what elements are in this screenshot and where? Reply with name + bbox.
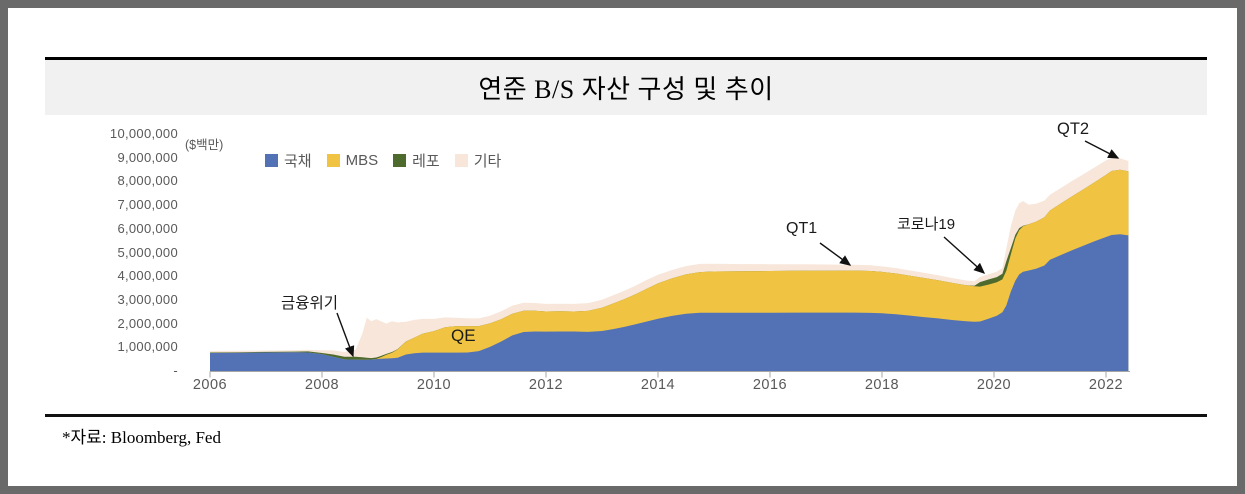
annotation-qe: QE [451, 326, 476, 345]
legend-label: MBS [345, 152, 379, 169]
annotation-qt2: QT2 [1057, 120, 1090, 138]
legend-label: 국채 [284, 153, 312, 170]
annotation-covid19: 코로나19 [897, 216, 956, 233]
footer-divider-rule [45, 414, 1207, 417]
x-axis-label: 2014 [640, 377, 676, 393]
source-note: *자료: Bloomberg, Fed [62, 428, 221, 447]
legend-item-repo: 레포 [393, 150, 440, 171]
legend-label: 레포 [412, 153, 440, 170]
arrow-financial-crisis-icon [336, 312, 355, 358]
y-axis-label: 2,000,000 [117, 315, 178, 331]
y-axis-unit-label: ($백만) [185, 138, 224, 152]
x-axis-label: 2008 [304, 377, 340, 393]
y-axis-label: 10,000,000 [109, 126, 178, 141]
area-series-treasury [210, 234, 1129, 371]
chart-title: 연준 B/S 자산 구성 및 추이 [478, 75, 774, 104]
x-axis-label: 2016 [752, 377, 788, 393]
legend-swatch-treasury [265, 154, 278, 167]
x-axis-label: 2020 [976, 377, 1012, 393]
y-axis-label: 1,000,000 [117, 339, 178, 355]
y-axis-label: - [173, 363, 178, 378]
plot-area [200, 128, 1140, 386]
arrow-qt1-icon [819, 242, 852, 266]
legend-item-treasury: 국채 [265, 150, 312, 171]
legend-swatch-other [454, 154, 468, 167]
x-axis-label: 2018 [864, 377, 900, 393]
y-axis-label: 7,000,000 [117, 197, 178, 213]
y-axis-label: 8,000,000 [117, 173, 178, 189]
y-axis-label: 5,000,000 [117, 244, 178, 260]
legend-swatch-mbs [326, 154, 340, 167]
y-axis-label: 4,000,000 [117, 268, 178, 284]
arrow-covid19-icon [943, 236, 986, 274]
arrow-qt2-icon [1084, 140, 1120, 159]
x-axis-label: 2006 [192, 377, 228, 393]
legend-swatch-repo [393, 154, 407, 167]
annotation-qt1: QT1 [786, 220, 818, 237]
y-axis-label: 3,000,000 [117, 291, 178, 307]
x-axis-label: 2022 [1088, 377, 1124, 393]
annotation-financial-crisis: 금융위기 [281, 295, 339, 312]
legend-label: 기타 [473, 153, 502, 170]
legend-item-mbs: MBS [326, 152, 379, 169]
y-axis-label: 6,000,000 [117, 220, 178, 236]
chart-legend: 국채 MBS 레포 기타 [265, 150, 501, 171]
y-axis-label: 9,000,000 [117, 149, 178, 165]
x-axis-label: 2010 [416, 377, 452, 393]
legend-item-other: 기타 [454, 150, 502, 171]
chart-title-band: 연준 B/S 자산 구성 및 추이 [45, 57, 1207, 115]
x-axis-label: 2012 [528, 377, 564, 393]
